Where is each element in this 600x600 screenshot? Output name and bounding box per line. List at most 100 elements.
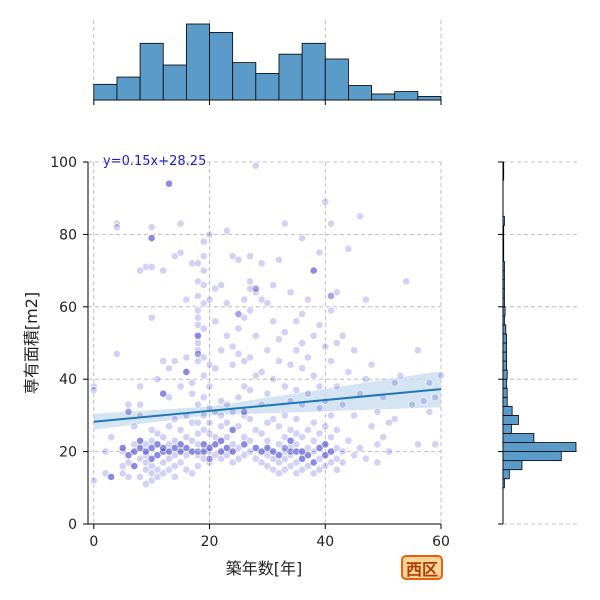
data-point bbox=[153, 465, 162, 474]
data-point bbox=[194, 331, 202, 340]
data-point bbox=[275, 440, 283, 449]
data-point bbox=[165, 465, 173, 474]
x-hist-bar bbox=[417, 95, 442, 101]
x-hist-bar bbox=[301, 42, 326, 101]
data-point bbox=[194, 259, 202, 268]
data-point bbox=[304, 389, 312, 398]
data-point bbox=[298, 339, 307, 347]
y-hist-bar bbox=[502, 243, 505, 253]
data-point bbox=[228, 447, 237, 456]
y-hist-bar bbox=[502, 460, 523, 471]
data-point bbox=[101, 447, 110, 456]
data-point bbox=[199, 371, 208, 380]
data-point bbox=[263, 299, 272, 308]
data-point bbox=[286, 462, 295, 470]
data-point bbox=[199, 237, 208, 246]
data-point bbox=[159, 433, 168, 442]
data-point bbox=[234, 444, 243, 452]
data-point bbox=[113, 349, 121, 358]
data-point bbox=[269, 415, 278, 423]
data-point bbox=[309, 447, 318, 456]
data-point bbox=[182, 295, 191, 304]
y-hist-bar bbox=[502, 270, 505, 281]
data-point bbox=[211, 284, 220, 293]
data-point bbox=[286, 436, 295, 445]
x-hist-bar bbox=[162, 64, 187, 101]
data-point bbox=[199, 393, 208, 402]
data-point bbox=[437, 371, 445, 380]
data-point bbox=[280, 444, 289, 452]
data-point bbox=[251, 371, 260, 380]
data-point bbox=[408, 400, 416, 409]
y-hist-bar bbox=[502, 387, 508, 398]
data-point bbox=[292, 346, 301, 355]
y-hist-bar bbox=[502, 378, 507, 389]
data-point bbox=[228, 360, 237, 369]
data-point bbox=[298, 310, 307, 318]
data-point bbox=[251, 331, 260, 340]
data-point bbox=[176, 248, 185, 257]
data-point bbox=[286, 425, 295, 434]
data-point bbox=[170, 252, 179, 261]
data-point bbox=[176, 458, 185, 467]
regression-equation: y=0.15x+28.25 bbox=[103, 154, 206, 169]
data-point bbox=[124, 451, 133, 460]
district-badge: 西区 bbox=[401, 555, 443, 580]
data-point bbox=[159, 266, 168, 275]
y-tick-label: 0 bbox=[68, 517, 77, 533]
y-hist-bar bbox=[502, 233, 505, 244]
data-point bbox=[136, 400, 144, 409]
y-hist-bar bbox=[502, 360, 507, 371]
data-point bbox=[182, 465, 191, 474]
data-point bbox=[269, 281, 278, 289]
data-point bbox=[199, 252, 208, 261]
data-point bbox=[153, 375, 162, 384]
data-point bbox=[228, 342, 237, 351]
data-point bbox=[269, 375, 278, 384]
y-hist-bar bbox=[502, 215, 505, 226]
data-point bbox=[327, 357, 335, 365]
y-hist-bar bbox=[502, 288, 505, 299]
data-point bbox=[275, 255, 283, 264]
y-tick-label: 40 bbox=[59, 372, 77, 388]
data-point bbox=[153, 429, 162, 438]
data-point bbox=[315, 382, 324, 391]
y-hist-bar bbox=[502, 442, 577, 452]
data-point bbox=[199, 324, 208, 333]
data-point bbox=[141, 480, 150, 489]
data-point bbox=[159, 444, 168, 452]
data-point bbox=[373, 407, 382, 416]
data-point bbox=[315, 444, 324, 452]
data-point bbox=[228, 252, 237, 261]
data-point bbox=[251, 454, 260, 463]
data-point bbox=[188, 469, 197, 478]
y-marginal-histogram bbox=[498, 161, 578, 525]
data-point bbox=[419, 397, 428, 405]
data-point bbox=[222, 400, 231, 409]
data-point bbox=[356, 444, 364, 452]
data-point bbox=[327, 306, 335, 315]
data-point bbox=[373, 458, 382, 467]
data-point bbox=[199, 425, 208, 434]
data-point bbox=[141, 263, 150, 271]
data-point bbox=[136, 436, 144, 445]
data-point bbox=[332, 465, 341, 474]
data-point bbox=[194, 418, 202, 427]
data-point bbox=[315, 429, 324, 438]
data-point bbox=[182, 353, 191, 362]
data-point bbox=[257, 259, 266, 268]
data-point bbox=[304, 353, 312, 362]
data-point bbox=[344, 244, 353, 253]
data-point bbox=[309, 266, 318, 275]
data-point bbox=[338, 458, 347, 467]
y-hist-bar bbox=[502, 333, 507, 344]
data-point bbox=[188, 378, 197, 387]
data-point bbox=[136, 473, 144, 481]
data-point bbox=[309, 371, 318, 380]
data-point bbox=[315, 320, 324, 329]
data-point bbox=[292, 429, 301, 438]
data-point bbox=[396, 371, 405, 380]
data-point bbox=[280, 433, 289, 442]
data-point bbox=[136, 382, 144, 391]
